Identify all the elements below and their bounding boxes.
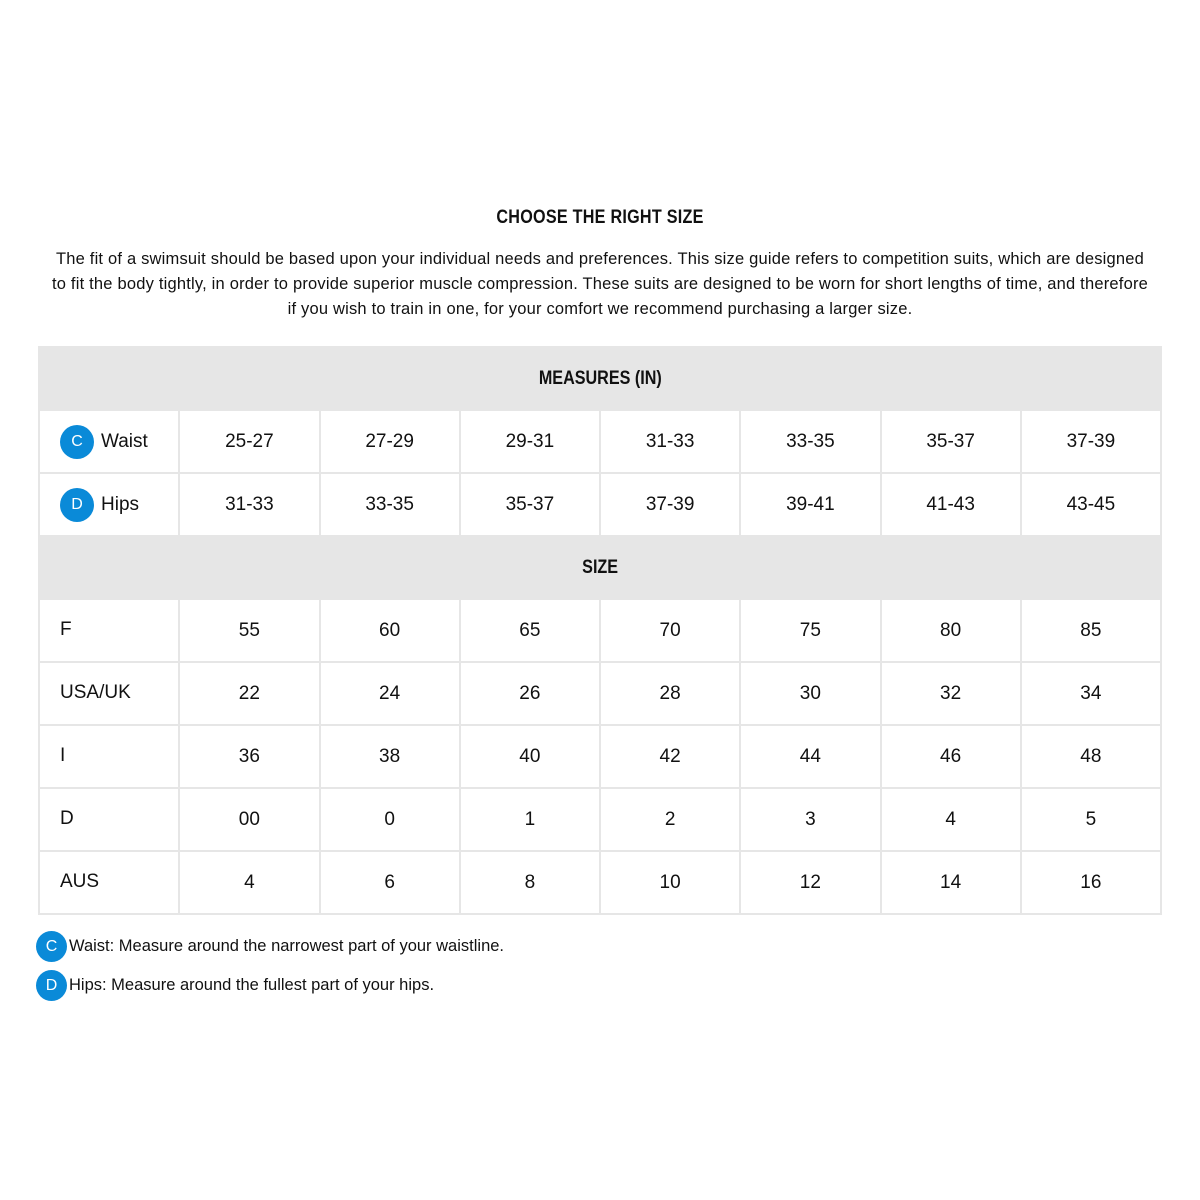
table-cell: 16 bbox=[1019, 850, 1163, 915]
table-cell: 22 bbox=[178, 661, 321, 726]
table-cell: 40 bbox=[458, 724, 602, 789]
table-cell: 25-27 bbox=[178, 409, 321, 474]
table-row: D 00 0 1 2 3 4 5 bbox=[37, 787, 1163, 852]
table-cell: 3 bbox=[739, 787, 882, 852]
table-cell: 48 bbox=[1019, 724, 1163, 789]
note-text: Waist: Measure around the narrowest part… bbox=[69, 937, 505, 955]
table-row: I 36 38 40 42 44 46 48 bbox=[37, 724, 1163, 789]
table-cell: 39-41 bbox=[739, 472, 882, 537]
table-cell: 33-35 bbox=[318, 472, 461, 537]
badge-d-icon: D bbox=[36, 970, 67, 1001]
table-cell: 46 bbox=[879, 724, 1022, 789]
table-cell: 41-43 bbox=[879, 472, 1022, 537]
table-cell: 5 bbox=[1019, 787, 1163, 852]
table-cell: 1 bbox=[458, 787, 602, 852]
table-cell: 31-33 bbox=[598, 409, 742, 474]
row-label-cell: I bbox=[37, 724, 181, 789]
table-cell: 34 bbox=[1019, 661, 1163, 726]
table-cell: 65 bbox=[458, 598, 602, 663]
table-cell: 31-33 bbox=[178, 472, 321, 537]
table-cell: 4 bbox=[178, 850, 321, 915]
table-cell: 35-37 bbox=[879, 409, 1022, 474]
table-cell: 42 bbox=[598, 724, 742, 789]
page-title: CHOOSE THE RIGHT SIZE bbox=[496, 207, 704, 228]
table-cell: 12 bbox=[739, 850, 882, 915]
table-cell: 35-37 bbox=[458, 472, 602, 537]
table-cell: 32 bbox=[879, 661, 1022, 726]
table-cell: 37-39 bbox=[598, 472, 742, 537]
row-label: Waist bbox=[101, 430, 148, 452]
row-label-cell: F bbox=[37, 598, 181, 663]
table-cell: 30 bbox=[739, 661, 882, 726]
table-cell: 26 bbox=[458, 661, 602, 726]
row-label: AUS bbox=[60, 871, 100, 893]
note-item: D Hips: Measure around the fullest part o… bbox=[36, 966, 504, 1005]
table-cell: 70 bbox=[598, 598, 742, 663]
table-cell: 24 bbox=[318, 661, 461, 726]
badge-c-icon: C bbox=[36, 931, 67, 962]
row-label: D bbox=[60, 808, 74, 830]
table-row: D Hips 31-33 33-35 35-37 37-39 39-41 41-43 43-45 bbox=[37, 472, 1163, 537]
table-cell: 6 bbox=[318, 850, 461, 915]
row-label-cell: USA/UK bbox=[37, 661, 181, 726]
table-cell: 85 bbox=[1019, 598, 1163, 663]
table-row: AUS 4 6 8 10 12 14 16 bbox=[37, 850, 1163, 915]
table-row: F 55 60 65 70 75 80 85 bbox=[37, 598, 1163, 663]
note-text: Hips: Measure around the fullest part of… bbox=[69, 976, 435, 994]
table-cell: 44 bbox=[739, 724, 882, 789]
table-cell: 2 bbox=[598, 787, 742, 852]
table-cell: 14 bbox=[879, 850, 1022, 915]
row-label: USA/UK bbox=[60, 682, 131, 704]
table-row: C Waist 25-27 27-29 29-31 31-33 33-35 35-37 37-3… bbox=[37, 409, 1163, 474]
row-label-cell: D Hips bbox=[37, 472, 181, 537]
table-cell: 36 bbox=[178, 724, 321, 789]
size-table: MEASURES (IN) C Waist 25-27 27-29 29-31 31-33 3… bbox=[37, 346, 1163, 915]
row-label-cell: C Waist bbox=[37, 409, 181, 474]
table-cell: 60 bbox=[318, 598, 461, 663]
section-header: SIZE bbox=[38, 535, 1162, 600]
table-cell: 8 bbox=[458, 850, 602, 915]
row-label: Hips bbox=[101, 493, 140, 515]
table-cell: 80 bbox=[879, 598, 1022, 663]
table-cell: 00 bbox=[178, 787, 321, 852]
table-cell: 38 bbox=[318, 724, 461, 789]
table-cell: 55 bbox=[178, 598, 321, 663]
row-label: I bbox=[60, 745, 66, 767]
table-cell: 37-39 bbox=[1019, 409, 1163, 474]
table-cell: 28 bbox=[598, 661, 742, 726]
note-item: C Waist: Measure around the narrowest par… bbox=[36, 927, 504, 966]
section-header-row: MEASURES (IN) bbox=[38, 346, 1162, 411]
table-cell: 75 bbox=[739, 598, 882, 663]
table-cell: 43-45 bbox=[1019, 472, 1163, 537]
badge-d-icon: D bbox=[60, 487, 94, 522]
table-cell: 10 bbox=[598, 850, 742, 915]
section-header-label: SIZE bbox=[582, 556, 618, 578]
intro-text: The fit of a swimsuit should be based up… bbox=[51, 250, 1149, 318]
row-label-cell: AUS bbox=[37, 850, 181, 915]
table-cell: 27-29 bbox=[318, 409, 461, 474]
badge-c-icon: C bbox=[60, 424, 94, 459]
section-header-label: MEASURES (IN) bbox=[538, 367, 662, 389]
row-label-cell: D bbox=[37, 787, 181, 852]
measurement-notes: C Waist: Measure around the narrowest par… bbox=[36, 927, 504, 1005]
section-header: MEASURES (IN) bbox=[38, 346, 1162, 411]
row-label: F bbox=[60, 619, 72, 641]
table-cell: 0 bbox=[318, 787, 461, 852]
table-row: USA/UK 22 24 26 28 30 32 34 bbox=[37, 661, 1163, 726]
table-cell: 29-31 bbox=[458, 409, 602, 474]
section-header-row: SIZE bbox=[38, 535, 1162, 600]
table-cell: 33-35 bbox=[739, 409, 882, 474]
table-cell: 4 bbox=[879, 787, 1022, 852]
